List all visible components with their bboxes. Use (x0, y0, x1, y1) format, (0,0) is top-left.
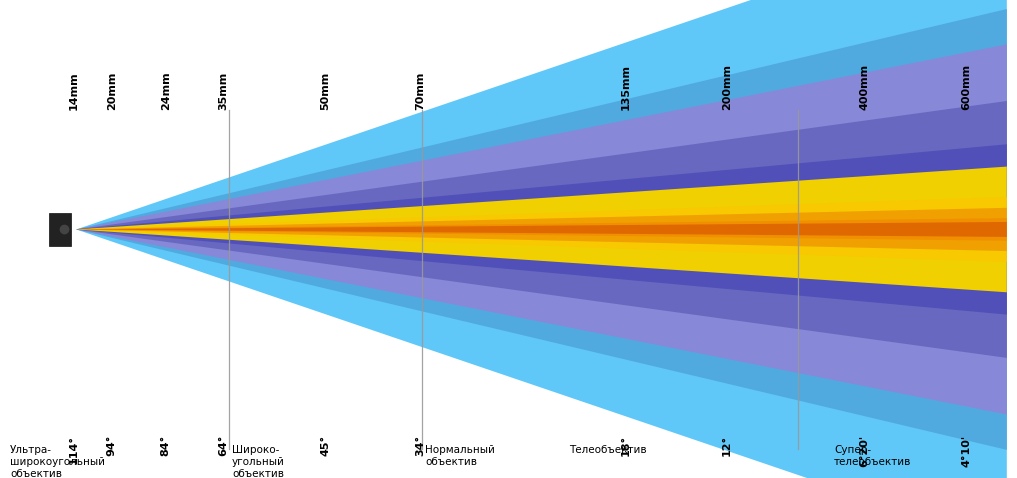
Text: 35mm: 35mm (219, 72, 229, 110)
Polygon shape (76, 0, 1007, 478)
Polygon shape (76, 208, 1007, 251)
Text: Супер-
телеобъектив: Супер- телеобъектив (834, 445, 911, 467)
Text: 45°: 45° (320, 435, 331, 456)
Text: 400mm: 400mm (859, 64, 870, 110)
Text: 50mm: 50mm (320, 72, 331, 110)
Text: 6°20': 6°20' (859, 435, 870, 467)
Polygon shape (76, 218, 1007, 241)
Text: Широко-
угольный
объектив: Широко- угольный объектив (232, 445, 285, 478)
Text: 94°: 94° (107, 435, 117, 456)
Text: 64°: 64° (219, 435, 229, 456)
Text: 200mm: 200mm (722, 64, 732, 110)
Polygon shape (76, 197, 1007, 262)
Polygon shape (76, 44, 1007, 414)
Text: 24mm: 24mm (161, 71, 171, 110)
Text: Телеобъектив: Телеобъектив (570, 445, 647, 455)
Polygon shape (76, 144, 1007, 315)
Text: 70mm: 70mm (415, 72, 425, 110)
Text: 114°: 114° (69, 435, 79, 464)
Text: 135mm: 135mm (620, 64, 631, 110)
Text: 600mm: 600mm (961, 64, 971, 110)
Text: 34°: 34° (415, 435, 425, 456)
Polygon shape (49, 213, 71, 246)
Polygon shape (76, 167, 1007, 292)
Text: 14mm: 14mm (69, 71, 79, 110)
Text: 84°: 84° (161, 435, 171, 456)
Polygon shape (76, 222, 1007, 237)
Text: 4°10': 4°10' (961, 435, 971, 467)
Polygon shape (76, 9, 1007, 450)
Text: 20mm: 20mm (107, 72, 117, 110)
Text: 12°: 12° (722, 435, 732, 456)
Text: Ультра-
широкоугольный
объектив: Ультра- широкоугольный объектив (10, 445, 105, 478)
Text: Нормальный
объектив: Нормальный объектив (425, 445, 495, 467)
Polygon shape (76, 101, 1007, 358)
Text: 18°: 18° (620, 435, 631, 456)
